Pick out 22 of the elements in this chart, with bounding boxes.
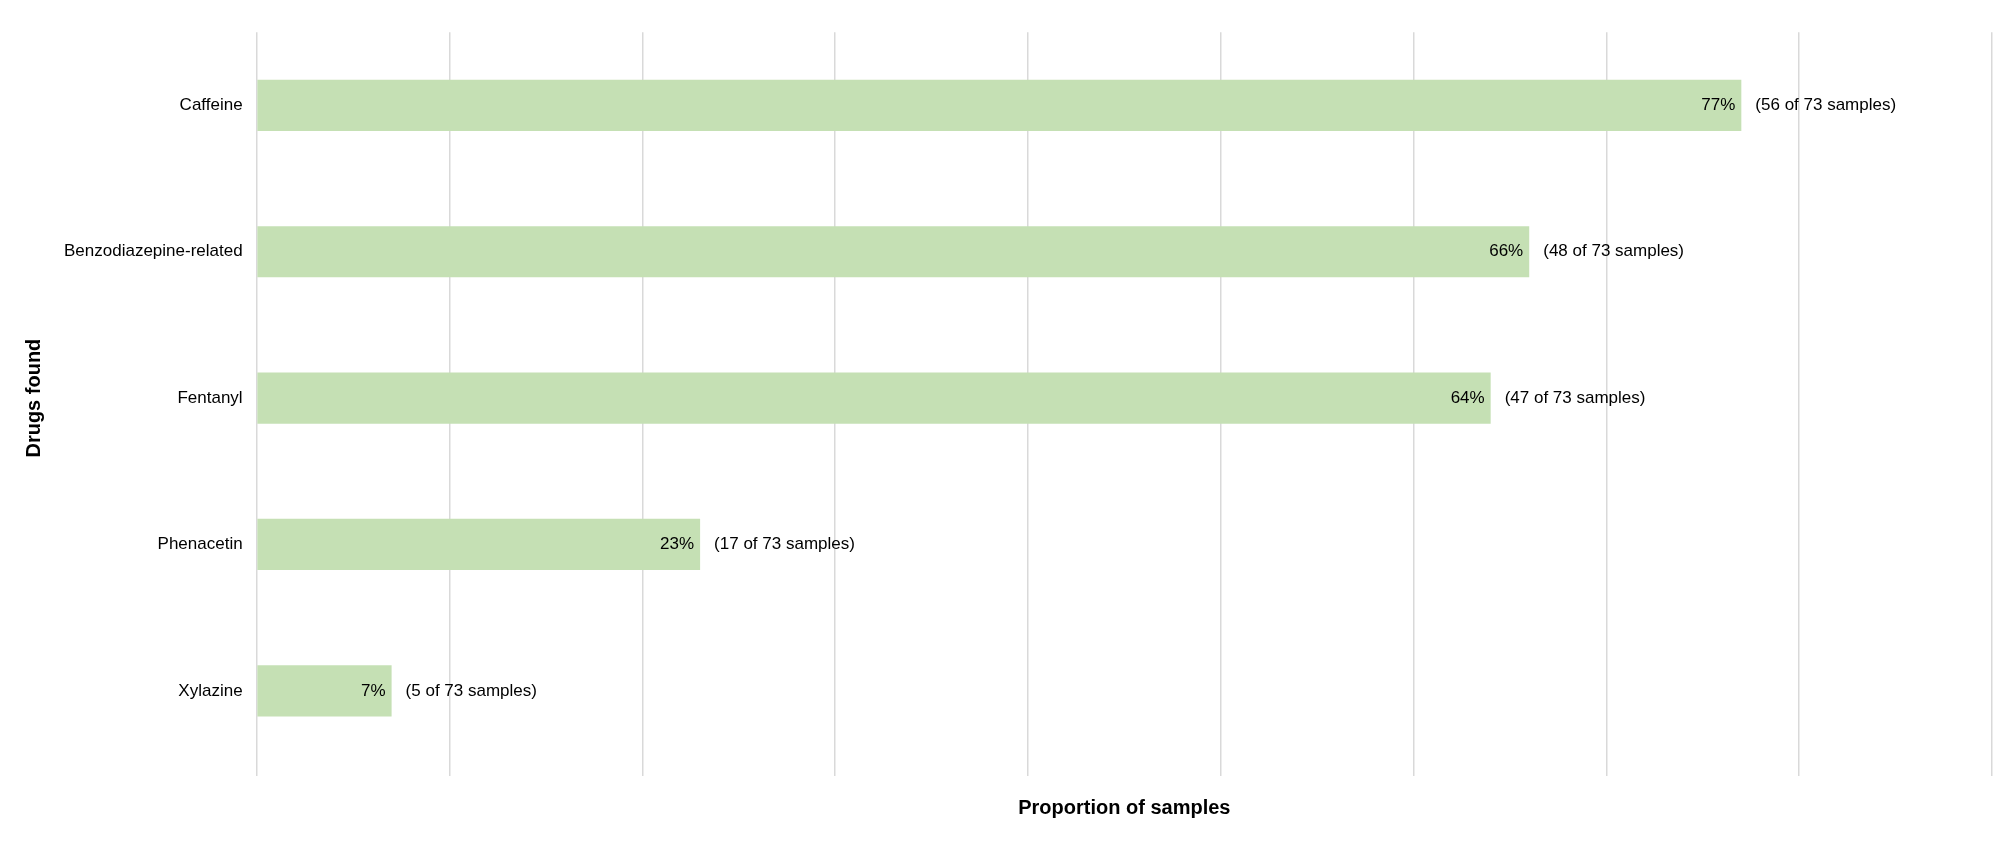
annotation: (5 of 73 samples) [405, 680, 537, 700]
y-tick-label: Caffeine [179, 95, 243, 115]
y-tick-label: Fentanyl [177, 387, 243, 407]
y-axis-title: Drugs found [21, 338, 44, 458]
data-label: 77% [1701, 95, 1736, 115]
annotation: (17 of 73 samples) [714, 534, 855, 554]
annotation: (48 of 73 samples) [1543, 241, 1685, 261]
annotation: (56 of 73 samples) [1755, 95, 1897, 115]
y-tick-label: Xylazine [178, 680, 243, 700]
bar [257, 79, 1742, 131]
bar [257, 518, 701, 571]
bar [257, 372, 1491, 424]
data-label: 23% [660, 534, 695, 554]
bar [257, 226, 1530, 278]
y-tick-label: Benzodiazepine-related [64, 241, 243, 261]
data-label: 64% [1450, 387, 1485, 407]
annotation: (47 of 73 samples) [1504, 387, 1646, 407]
x-axis-title: Proportion of samples [1018, 795, 1231, 818]
data-label: 7% [361, 680, 386, 700]
bar [257, 665, 392, 717]
y-tick-label: Phenacetin [157, 534, 243, 554]
data-label: 66% [1489, 241, 1524, 261]
